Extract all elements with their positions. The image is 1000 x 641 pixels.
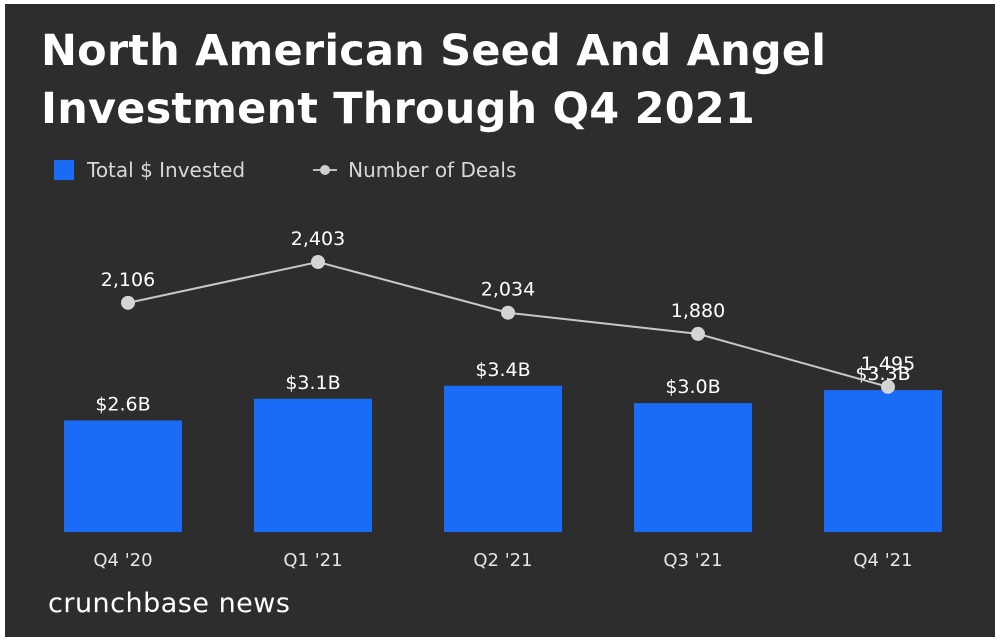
chart-card: North American Seed And Angel Investment… bbox=[5, 4, 995, 637]
bar-4 bbox=[824, 390, 942, 532]
bar-value-label: $3.4B bbox=[475, 359, 530, 381]
legend: Total $ Invested Number of Deals bbox=[54, 154, 516, 186]
deals-point bbox=[501, 305, 515, 320]
combo-chart: $2.6B Q4 '20 $3.1B Q1 '21 $3.4B Q2 '21 $3.0B Q3… bbox=[64, 228, 942, 571]
legend-bar-swatch bbox=[54, 160, 74, 180]
deals-value-label: 2,106 bbox=[101, 269, 155, 291]
deals-point bbox=[691, 326, 705, 341]
legend-bars-label: Total $ Invested bbox=[87, 158, 246, 182]
deals-value-label: 1,495 bbox=[861, 353, 915, 375]
deals-value-label: 2,034 bbox=[481, 279, 535, 301]
x-tick-label: Q4 '21 bbox=[853, 550, 912, 571]
deals-value-label: 2,403 bbox=[291, 228, 345, 250]
chart-title: North American Seed And Angel Investment… bbox=[41, 26, 827, 134]
bar-value-label: $3.0B bbox=[665, 376, 720, 398]
deals-point bbox=[121, 295, 135, 310]
x-tick-label: Q2 '21 bbox=[473, 550, 532, 571]
bar-value-label: $3.1B bbox=[285, 372, 340, 394]
legend-line-marker bbox=[313, 165, 338, 175]
x-tick-label: Q3 '21 bbox=[663, 550, 722, 571]
x-tick-label: Q4 '20 bbox=[93, 550, 152, 571]
bar-value-label: $3.3B bbox=[855, 363, 910, 385]
x-tick-label: Q1 '21 bbox=[283, 550, 342, 571]
bar-3 bbox=[634, 403, 752, 532]
deals-point bbox=[881, 379, 895, 394]
deals-point bbox=[311, 255, 325, 269]
bar-value-label: $2.6B bbox=[95, 393, 150, 415]
legend-item-number-of-deals: Number of Deals bbox=[313, 158, 516, 182]
deals-value-label: 1,880 bbox=[671, 300, 725, 322]
bar-1 bbox=[254, 398, 372, 532]
legend-item-total-invested: Total $ Invested bbox=[54, 158, 245, 182]
legend-line-label: Number of Deals bbox=[348, 158, 517, 182]
bar-2 bbox=[444, 385, 562, 532]
bar-0 bbox=[64, 420, 182, 532]
brand-logo-text: crunchbase news bbox=[48, 588, 291, 619]
